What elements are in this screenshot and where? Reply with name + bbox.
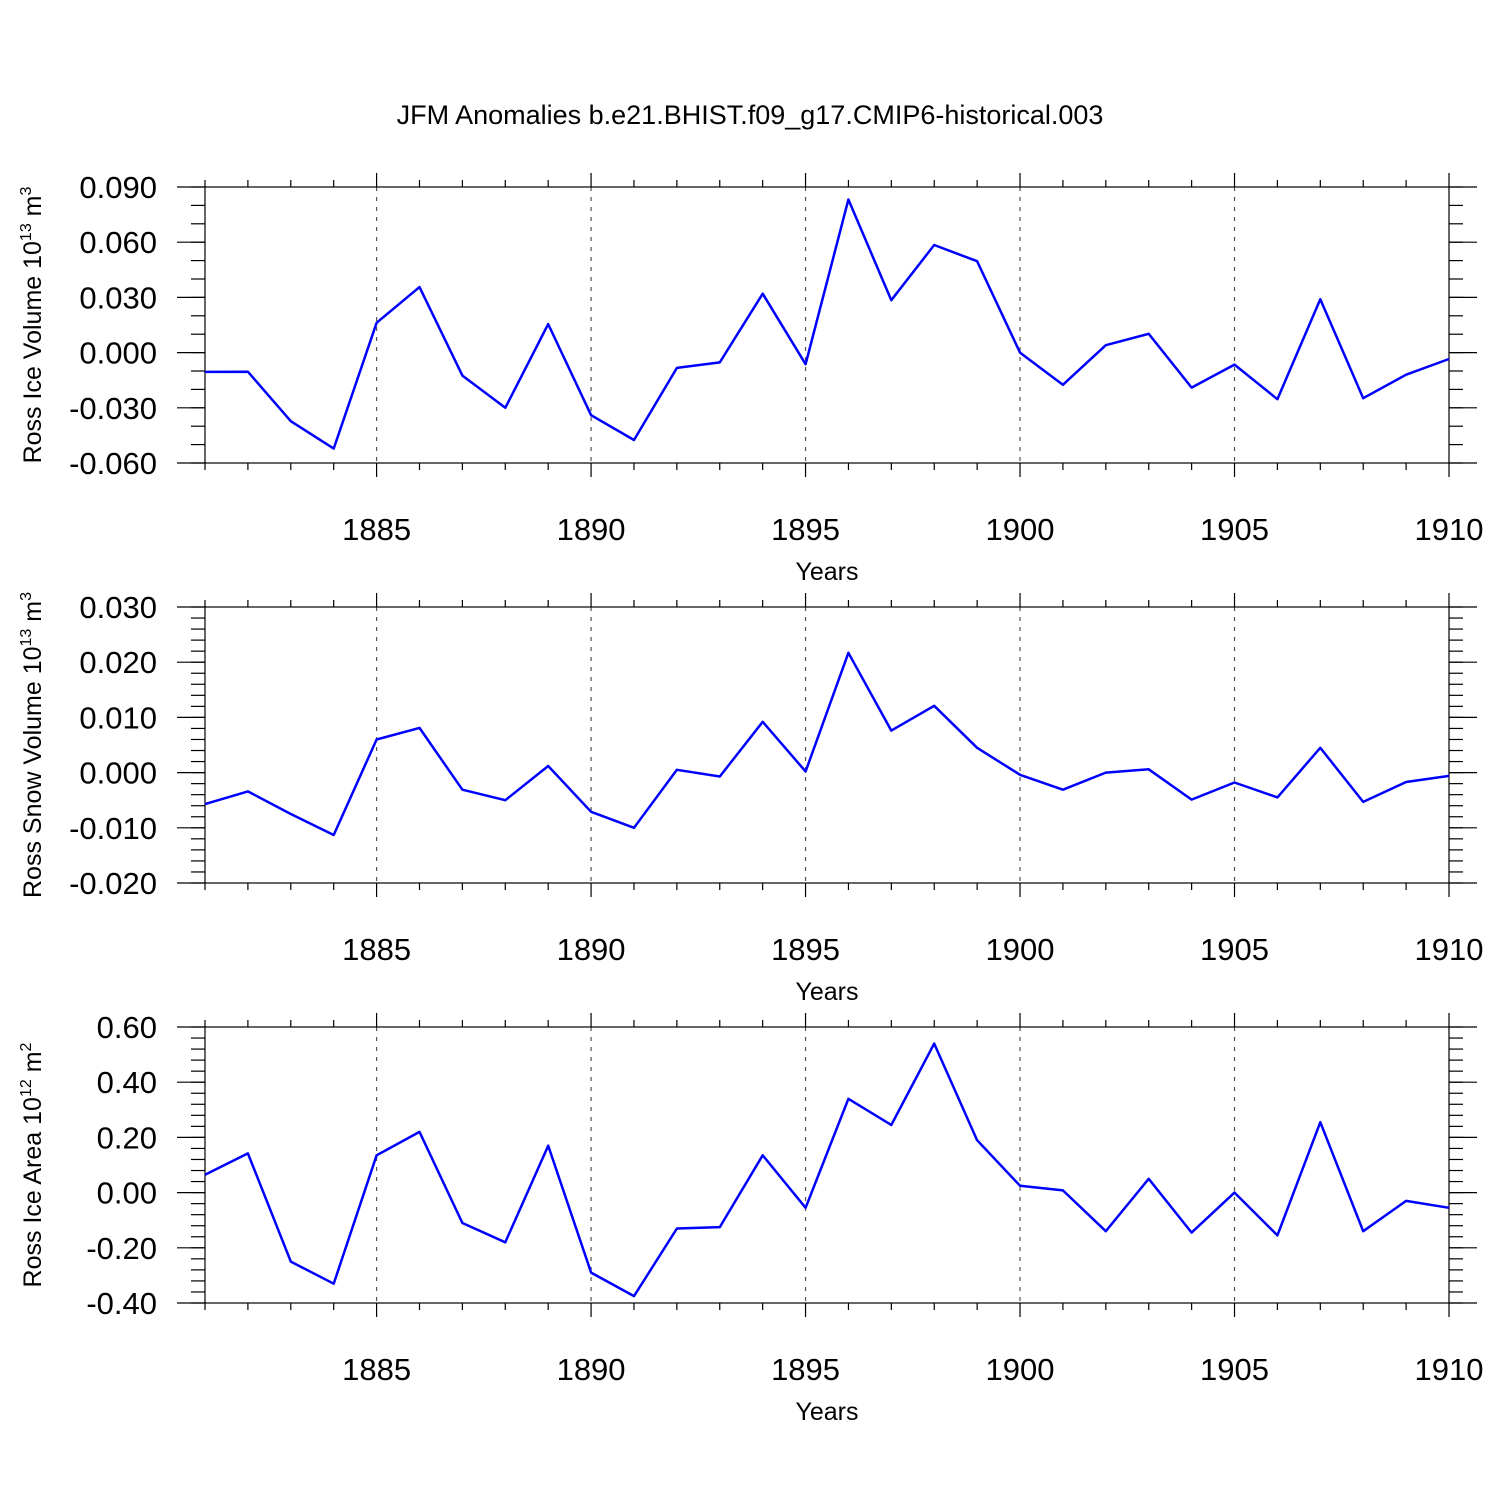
y-tick-label: 0.060 xyxy=(79,225,157,260)
y-axis-label-main: Ross Snow Volume 10 xyxy=(19,646,47,898)
y-axis-label-unit-exponent: 2 xyxy=(18,1042,35,1051)
x-tick-label: 1885 xyxy=(342,932,411,967)
y-tick-label: 0.00 xyxy=(97,1176,157,1211)
y-axis-label: Ross Ice Area 1012 m2 xyxy=(18,1042,47,1287)
x-tick-label: 1900 xyxy=(986,1352,1055,1387)
x-tick-label: 1905 xyxy=(1200,932,1269,967)
plot-frame xyxy=(204,606,1450,884)
x-tick-label: 1910 xyxy=(1415,1352,1484,1387)
x-axis-label: Years xyxy=(795,978,858,1006)
y-tick-label: 0.20 xyxy=(97,1120,157,1155)
y-axis-label: Ross Ice Volume 1013 m3 xyxy=(18,186,47,463)
panels: -0.060 -0.030 0.000 0.030 0.060 0.090 1885 1890… xyxy=(18,170,1483,1426)
plot-frame xyxy=(204,1026,1450,1304)
y-axis-label-unit-exponent: 3 xyxy=(18,592,35,601)
y-tick-label: -0.010 xyxy=(69,811,157,846)
y-axis-label-exponent: 13 xyxy=(18,223,35,241)
y-tick-label: 0.010 xyxy=(79,700,157,735)
y-axis-label-exponent: 13 xyxy=(18,629,35,647)
panel-ice-area: -0.40 -0.20 0.00 0.20 0.40 0.60 1885 1890 1895 19… xyxy=(18,1010,1483,1426)
y-tick-label: 0.020 xyxy=(79,645,157,680)
y-tick-label: 0.090 xyxy=(79,170,157,205)
chart-title: JFM Anomalies b.e21.BHIST.f09_g17.CMIP6-… xyxy=(397,100,1104,130)
x-tick-label: 1890 xyxy=(557,1352,626,1387)
y-tick-label: 0.030 xyxy=(79,280,157,315)
y-tick-label: -0.20 xyxy=(86,1231,157,1266)
y-tick-label: 0.000 xyxy=(79,756,157,791)
x-tick-label: 1905 xyxy=(1200,1352,1269,1387)
y-tick-label: 0.030 xyxy=(79,590,157,625)
y-axis-label-unit: m xyxy=(19,1051,47,1079)
x-tick-label: 1890 xyxy=(557,932,626,967)
x-tick-label: 1900 xyxy=(986,932,1055,967)
y-tick-label: -0.060 xyxy=(69,446,157,481)
y-axis-label-unit: m xyxy=(19,195,47,223)
y-tick-label: -0.40 xyxy=(86,1286,157,1321)
x-tick-label: 1885 xyxy=(342,512,411,547)
x-axis-label: Years xyxy=(795,1398,858,1426)
x-tick-label: 1895 xyxy=(771,932,840,967)
panel-snow-volume: -0.020 -0.010 0.000 0.010 0.020 0.030 1885 1890… xyxy=(18,590,1483,1006)
plot-frame xyxy=(204,186,1450,464)
y-axis-label-exponent: 12 xyxy=(18,1079,35,1097)
panel-ice-volume: -0.060 -0.030 0.000 0.030 0.060 0.090 1885 1890… xyxy=(18,170,1483,586)
x-axis-label: Years xyxy=(795,558,858,586)
x-tick-label: 1910 xyxy=(1415,932,1484,967)
y-tick-label: 0.000 xyxy=(79,336,157,371)
y-axis-label: Ross Snow Volume 1013 m3 xyxy=(18,592,47,898)
x-tick-label: 1910 xyxy=(1415,512,1484,547)
x-tick-label: 1895 xyxy=(771,1352,840,1387)
x-tick-label: 1905 xyxy=(1200,512,1269,547)
y-tick-label: 0.60 xyxy=(97,1010,157,1045)
y-axis-label-main: Ross Ice Area 10 xyxy=(19,1097,47,1287)
series-line-snow-volume xyxy=(204,651,1450,837)
y-axis-label-unit-exponent: 3 xyxy=(18,186,35,195)
x-tick-label: 1895 xyxy=(771,512,840,547)
y-tick-label: 0.40 xyxy=(97,1065,157,1100)
y-tick-label: -0.030 xyxy=(69,391,157,426)
x-tick-label: 1885 xyxy=(342,1352,411,1387)
series-line-ice-volume xyxy=(204,198,1450,450)
x-tick-label: 1900 xyxy=(986,512,1055,547)
y-axis-label-unit: m xyxy=(19,601,47,629)
y-tick-label: -0.020 xyxy=(69,866,157,901)
y-axis-label-main: Ross Ice Volume 10 xyxy=(19,241,47,463)
x-tick-label: 1890 xyxy=(557,512,626,547)
series-line-ice-area xyxy=(204,1042,1450,1298)
